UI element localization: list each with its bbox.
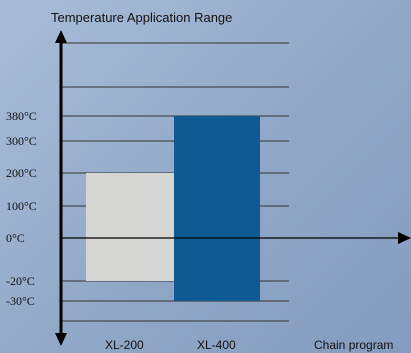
x-axis-label: Chain program bbox=[314, 338, 393, 352]
y-tick-label: -30°C bbox=[6, 294, 35, 308]
category-label: XL-200 bbox=[105, 338, 144, 352]
bar-xl-200 bbox=[86, 173, 175, 281]
bar-xl-400 bbox=[174, 116, 260, 301]
y-axis-arrow-bottom bbox=[55, 333, 67, 346]
axes bbox=[55, 30, 411, 346]
y-axis-arrow-top bbox=[55, 30, 67, 43]
y-tick-label: -20°C bbox=[6, 274, 35, 288]
y-tick-label: 300°C bbox=[6, 134, 37, 148]
x-axis-arrow bbox=[398, 232, 411, 244]
category-labels: XL-200 XL-400 bbox=[105, 338, 236, 352]
bars bbox=[86, 116, 260, 301]
y-tick-label: 0°C bbox=[6, 231, 25, 245]
y-tick-label: 100°C bbox=[6, 199, 37, 213]
y-tick-label: 200°C bbox=[6, 166, 37, 180]
y-tick-label: 380°C bbox=[6, 109, 37, 123]
y-tick-labels: 380°C 300°C 200°C 100°C 0°C -20°C -30°C bbox=[6, 109, 37, 308]
chart-title: Temperature Application Range bbox=[51, 10, 232, 25]
category-label: XL-400 bbox=[197, 338, 236, 352]
